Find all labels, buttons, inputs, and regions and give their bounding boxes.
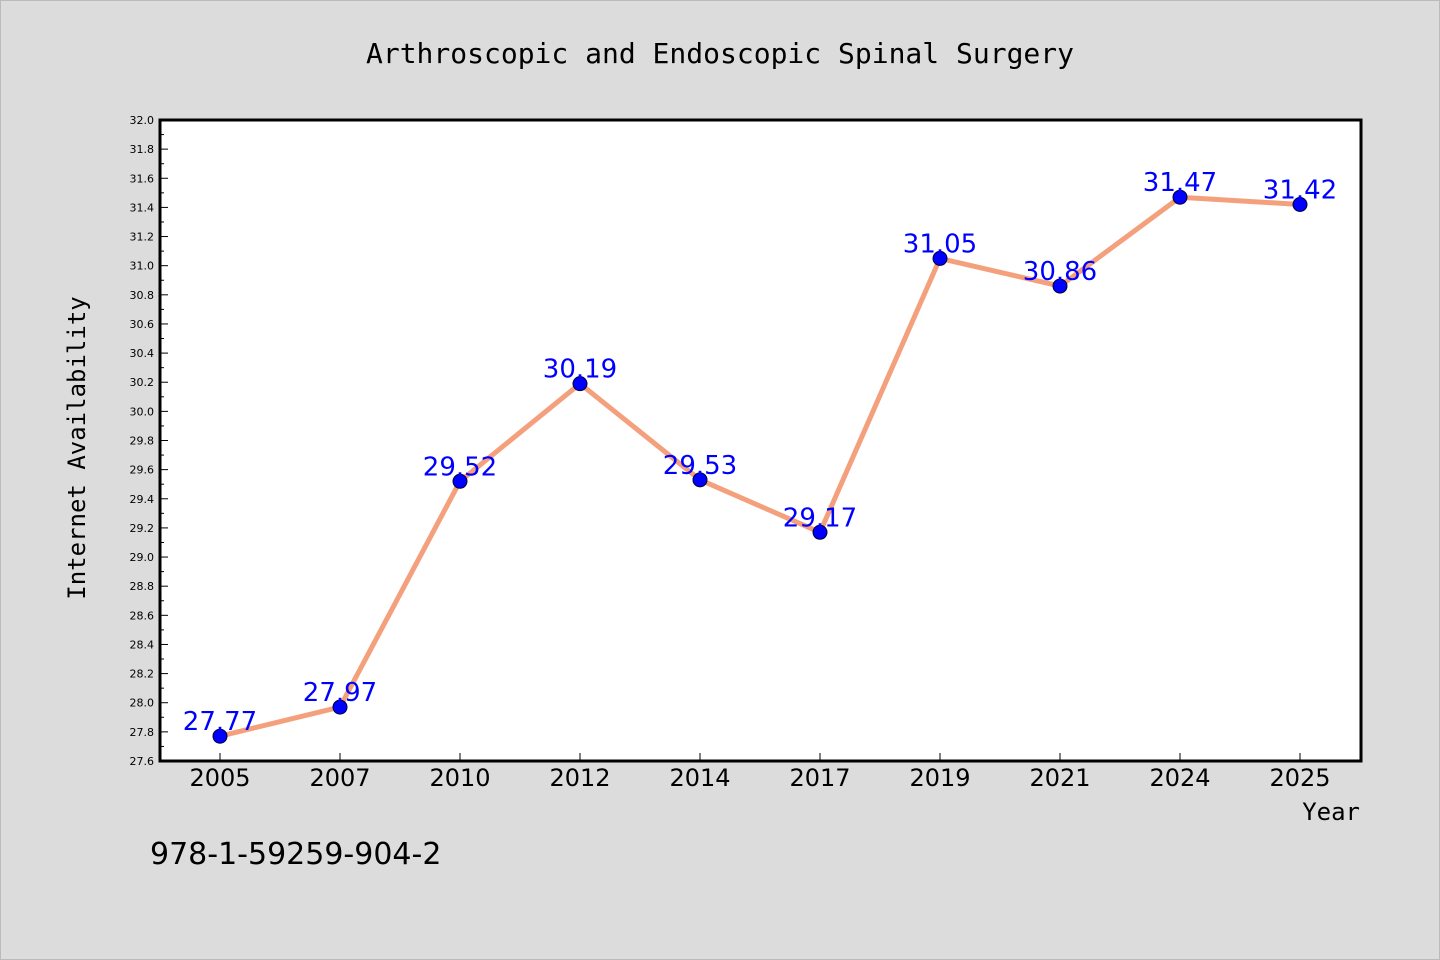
y-tick-label: 28.6 bbox=[130, 609, 155, 622]
data-point bbox=[1052, 278, 1068, 294]
data-label: 31.05 bbox=[903, 229, 977, 259]
y-tick-label: 27.8 bbox=[130, 726, 155, 739]
isbn-annotation: 978-1-59259-904-2 bbox=[150, 837, 441, 872]
series-line bbox=[219, 194, 1301, 739]
x-axis-label: Year bbox=[1302, 798, 1360, 826]
data-label: 31.47 bbox=[1143, 168, 1217, 198]
chart-title: Arthroscopic and Endoscopic Spinal Surge… bbox=[366, 37, 1074, 70]
x-tick-label: 2012 bbox=[549, 764, 610, 792]
x-axis: 2005 2007 2010 2012 2014 2017 2019 2021 2024 2025 bbox=[189, 753, 1331, 792]
data-point bbox=[1292, 196, 1308, 212]
x-tick-label: 2010 bbox=[429, 764, 490, 792]
x-tick-label: 2021 bbox=[1029, 764, 1090, 792]
data-label: 29.53 bbox=[663, 451, 737, 481]
y-tick-label: 31.8 bbox=[130, 143, 155, 156]
x-tick-label: 2014 bbox=[669, 764, 730, 792]
y-tick-label: 28.0 bbox=[130, 697, 155, 710]
y-tick-label: 31.6 bbox=[130, 172, 155, 185]
x-tick-label: 2005 bbox=[189, 764, 250, 792]
data-point bbox=[1172, 189, 1188, 205]
data-labels: 27.77 27.97 29.52 30.19 29.53 29.17 31.05 30.86… bbox=[183, 168, 1337, 737]
y-tick-label: 31.2 bbox=[130, 231, 155, 244]
x-tick-label: 2017 bbox=[789, 764, 850, 792]
data-point bbox=[572, 376, 588, 392]
y-tick-label: 29.0 bbox=[130, 551, 155, 564]
y-tick-label: 30.0 bbox=[130, 405, 155, 418]
y-tick-label: 29.8 bbox=[130, 435, 155, 448]
y-tick-label: 29.4 bbox=[130, 493, 155, 506]
data-label: 30.19 bbox=[543, 355, 617, 385]
y-tick-label: 28.4 bbox=[130, 638, 155, 651]
data-label: 29.17 bbox=[783, 503, 857, 533]
x-tick-label: 2025 bbox=[1269, 764, 1330, 792]
y-tick-label: 30.4 bbox=[130, 347, 155, 360]
y-axis: 27.6 27.8 28.0 28.2 28.4 28.6 28.8 29.0 29.2 29.4… bbox=[130, 114, 168, 768]
data-label: 27.97 bbox=[303, 678, 377, 708]
y-tick-label: 30.6 bbox=[130, 318, 155, 331]
y-tick-label: 30.2 bbox=[130, 376, 155, 389]
data-label: 31.42 bbox=[1263, 175, 1337, 205]
y-tick-label: 29.6 bbox=[130, 464, 155, 477]
x-tick-label: 2024 bbox=[1149, 764, 1210, 792]
data-series bbox=[212, 189, 1308, 744]
x-tick-label: 2007 bbox=[309, 764, 370, 792]
y-tick-label: 28.2 bbox=[130, 668, 155, 681]
y-tick-label: 32.0 bbox=[130, 114, 155, 127]
y-tick-label: 30.8 bbox=[130, 289, 155, 302]
data-point bbox=[812, 524, 828, 540]
y-axis-label: Internet Availability bbox=[63, 296, 91, 599]
x-tick-label: 2019 bbox=[909, 764, 970, 792]
data-label: 27.77 bbox=[183, 707, 257, 737]
y-tick-label: 29.2 bbox=[130, 522, 155, 535]
data-point bbox=[332, 699, 348, 715]
data-point bbox=[212, 728, 228, 744]
data-point bbox=[692, 472, 708, 488]
y-tick-label: 31.0 bbox=[130, 260, 155, 273]
y-tick-label: 31.4 bbox=[130, 201, 155, 214]
data-point bbox=[932, 250, 948, 266]
data-label: 29.52 bbox=[423, 452, 497, 482]
plot-area bbox=[158, 118, 1363, 763]
y-tick-label: 28.8 bbox=[130, 580, 155, 593]
data-label: 30.86 bbox=[1023, 257, 1097, 287]
data-point bbox=[452, 473, 468, 489]
y-tick-label: 27.6 bbox=[130, 755, 155, 768]
